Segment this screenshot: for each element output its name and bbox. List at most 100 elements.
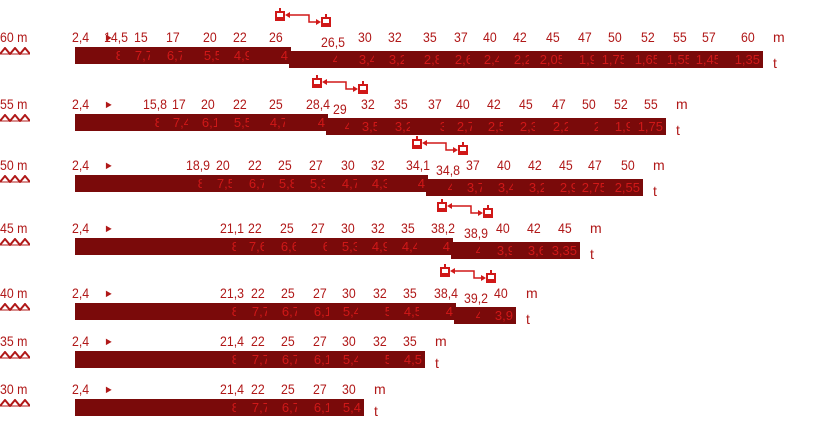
load-value: 5,5 bbox=[233, 115, 252, 130]
load-value: 2,7 bbox=[456, 119, 475, 134]
load-value: 4 bbox=[476, 307, 483, 324]
start-radius-label: 2,4 bbox=[72, 381, 90, 397]
start-radius-label: 2,4 bbox=[72, 285, 90, 301]
load-value: 6,1 bbox=[313, 400, 332, 415]
right-arrow-icon: ► bbox=[104, 384, 114, 396]
radius-label: 38,4 bbox=[434, 285, 458, 301]
radius-label: 45 bbox=[558, 220, 572, 236]
load-value: 4,5 bbox=[403, 352, 422, 367]
boom-length-label: 35 m bbox=[0, 333, 28, 349]
double-arrow-icon bbox=[322, 79, 358, 92]
radius-label: 37 bbox=[428, 96, 442, 112]
radius-label: 15,8 bbox=[143, 96, 167, 112]
load-cell: 2,7 bbox=[444, 118, 480, 135]
load-cell: 4 bbox=[285, 114, 330, 131]
load-cell: 6,1 bbox=[297, 351, 337, 368]
load-value: 6 bbox=[323, 238, 330, 255]
load-cell: 1,65 bbox=[624, 51, 665, 68]
trolley-hoist-icon bbox=[358, 81, 368, 94]
start-radius-label: 2,4 bbox=[72, 220, 90, 236]
radius-label: 22 bbox=[251, 285, 265, 301]
load-value: 4,5 bbox=[403, 304, 422, 319]
load-value: 7,5 bbox=[216, 176, 235, 191]
load-value: 3,6 bbox=[527, 243, 546, 258]
radius-label: 14,5 bbox=[104, 29, 128, 45]
load-cell: 5,4 bbox=[329, 351, 366, 368]
load-value: 4,7 bbox=[269, 115, 288, 130]
boom-lattice-icon bbox=[0, 175, 30, 183]
boom-length-label: 50 m bbox=[0, 157, 28, 173]
load-value: 1,9 bbox=[614, 119, 633, 134]
unit-m-label: m bbox=[590, 220, 602, 236]
radius-label: 27 bbox=[311, 220, 325, 236]
load-value: 2,3 bbox=[519, 119, 538, 134]
radius-label: 25 bbox=[280, 220, 294, 236]
radius-label: 40 bbox=[497, 157, 511, 173]
radius-label: 55 bbox=[644, 96, 658, 112]
radius-label: 22 bbox=[251, 381, 265, 397]
load-value: 5,5 bbox=[203, 48, 222, 63]
load-value: 2 bbox=[594, 118, 601, 135]
load-cell: 5,8 bbox=[264, 175, 302, 192]
radius-label: 21,1 bbox=[220, 220, 244, 236]
load-value: 2,4 bbox=[483, 52, 502, 67]
load-value: 7,7 bbox=[251, 304, 270, 319]
load-value: 6,1 bbox=[313, 352, 332, 367]
boom-lattice-icon bbox=[0, 47, 30, 55]
right-arrow-icon: ► bbox=[104, 336, 114, 348]
radius-label: 32 bbox=[373, 333, 387, 349]
load-value: 2,05 bbox=[539, 52, 565, 67]
unit-m-label: m bbox=[653, 157, 665, 173]
radius-label: 18,9 bbox=[186, 157, 210, 173]
right-arrow-icon: ► bbox=[104, 160, 114, 172]
radius-label: 22 bbox=[248, 157, 262, 173]
double-arrow-icon bbox=[450, 268, 486, 281]
load-cell: 3,4 bbox=[482, 179, 521, 196]
radius-label: 22 bbox=[233, 29, 247, 45]
load-cell: 5,4 bbox=[329, 399, 366, 416]
load-value: 4 bbox=[280, 48, 288, 63]
load-value: 4,9 bbox=[371, 239, 390, 254]
unit-m-label: m bbox=[526, 285, 538, 301]
load-value: 3,35 bbox=[551, 243, 577, 258]
load-value: 2,6 bbox=[454, 52, 473, 67]
radius-label: 39,2 bbox=[464, 290, 488, 306]
radius-label: 30 bbox=[358, 29, 372, 45]
load-cell: 5,3 bbox=[294, 175, 333, 192]
load-value: 7,4 bbox=[172, 115, 191, 130]
radius-label: 40 bbox=[494, 285, 508, 301]
radius-label: 47 bbox=[578, 29, 592, 45]
radius-label: 30 bbox=[342, 333, 356, 349]
trolley-hoist-icon bbox=[321, 14, 331, 27]
boom-length-label: 55 m bbox=[0, 96, 28, 112]
load-value: 1,75 bbox=[637, 119, 663, 134]
load-cell: 3,9 bbox=[480, 242, 520, 259]
radius-label: 35 bbox=[423, 29, 437, 45]
load-cell: 4,7 bbox=[325, 175, 365, 192]
radius-label: 32 bbox=[371, 157, 385, 173]
load-cell: 2,5 bbox=[472, 118, 511, 135]
radius-label: 57 bbox=[702, 29, 716, 45]
load-value: 1,55 bbox=[666, 52, 692, 67]
double-arrow-icon bbox=[285, 12, 321, 25]
start-radius-label: 2,4 bbox=[72, 333, 90, 349]
load-cell: 5,5 bbox=[182, 47, 227, 64]
boom-length-label: 45 m bbox=[0, 220, 28, 236]
load-cell: 7,6 bbox=[236, 238, 272, 255]
load-cell: 4,7 bbox=[249, 114, 293, 131]
radius-label: 35 bbox=[403, 333, 417, 349]
load-value: 4 bbox=[442, 239, 450, 254]
load-value: 5,4 bbox=[342, 352, 361, 367]
radius-label: 29 bbox=[333, 101, 347, 117]
radius-label: 20 bbox=[203, 29, 217, 45]
load-cell: 8 bbox=[75, 238, 244, 255]
radius-label: 25 bbox=[281, 285, 295, 301]
radius-label: 40 bbox=[456, 96, 470, 112]
radius-label: 30 bbox=[342, 381, 356, 397]
load-value: 7,6 bbox=[248, 239, 267, 254]
load-value: 4 bbox=[333, 51, 340, 68]
load-value: 4 bbox=[317, 115, 325, 130]
load-cell: 1,35 bbox=[718, 51, 765, 68]
right-arrow-icon: ► bbox=[104, 32, 114, 44]
radius-label: 35 bbox=[394, 96, 408, 112]
